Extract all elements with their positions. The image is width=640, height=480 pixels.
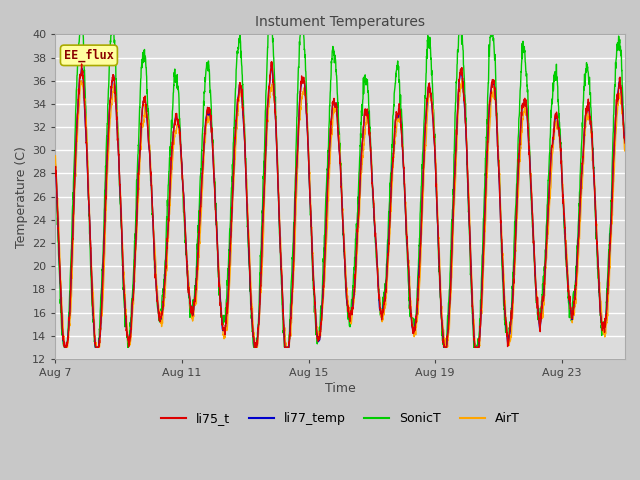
Line: li77_temp: li77_temp xyxy=(56,65,625,348)
Text: EE_flux: EE_flux xyxy=(64,48,114,62)
SonicT xyxy=(359,97,367,103)
li75_t xyxy=(107,91,115,96)
SonicT xyxy=(52,162,60,168)
Title: Instument Temperatures: Instument Temperatures xyxy=(255,15,425,29)
li75_t xyxy=(178,159,186,165)
li75_t xyxy=(359,135,367,141)
AirT xyxy=(141,105,149,111)
li75_t xyxy=(621,140,629,146)
Line: li75_t: li75_t xyxy=(56,62,625,348)
SonicT xyxy=(141,54,149,60)
Line: SonicT: SonicT xyxy=(56,35,625,348)
li77_temp xyxy=(52,167,60,173)
AirT xyxy=(107,108,115,114)
SonicT xyxy=(60,345,68,350)
AirT xyxy=(52,153,60,159)
li75_t xyxy=(141,93,149,99)
li75_t xyxy=(259,232,266,238)
li77_temp xyxy=(548,144,556,149)
li75_t xyxy=(548,143,556,149)
SonicT xyxy=(621,137,629,143)
li77_temp xyxy=(61,345,68,350)
SonicT xyxy=(548,96,556,102)
SonicT xyxy=(108,32,115,37)
AirT xyxy=(259,264,266,269)
X-axis label: Time: Time xyxy=(325,382,356,395)
li75_t xyxy=(52,165,60,170)
li75_t xyxy=(268,59,276,65)
li77_temp xyxy=(259,230,266,236)
li75_t xyxy=(61,345,68,350)
li77_temp xyxy=(178,162,186,168)
Legend: li75_t, li77_temp, SonicT, AirT: li75_t, li77_temp, SonicT, AirT xyxy=(156,408,525,431)
li77_temp xyxy=(268,62,276,68)
SonicT xyxy=(178,170,186,176)
AirT xyxy=(358,155,366,160)
SonicT xyxy=(76,32,83,37)
li77_temp xyxy=(359,135,367,141)
li77_temp xyxy=(621,138,629,144)
Y-axis label: Temperature (C): Temperature (C) xyxy=(15,146,28,248)
SonicT xyxy=(259,206,266,212)
Line: AirT: AirT xyxy=(56,78,625,348)
li77_temp xyxy=(107,93,115,98)
AirT xyxy=(458,75,466,81)
AirT xyxy=(621,148,629,154)
AirT xyxy=(178,167,186,173)
li77_temp xyxy=(141,99,149,105)
AirT xyxy=(548,163,556,168)
AirT xyxy=(61,345,68,350)
